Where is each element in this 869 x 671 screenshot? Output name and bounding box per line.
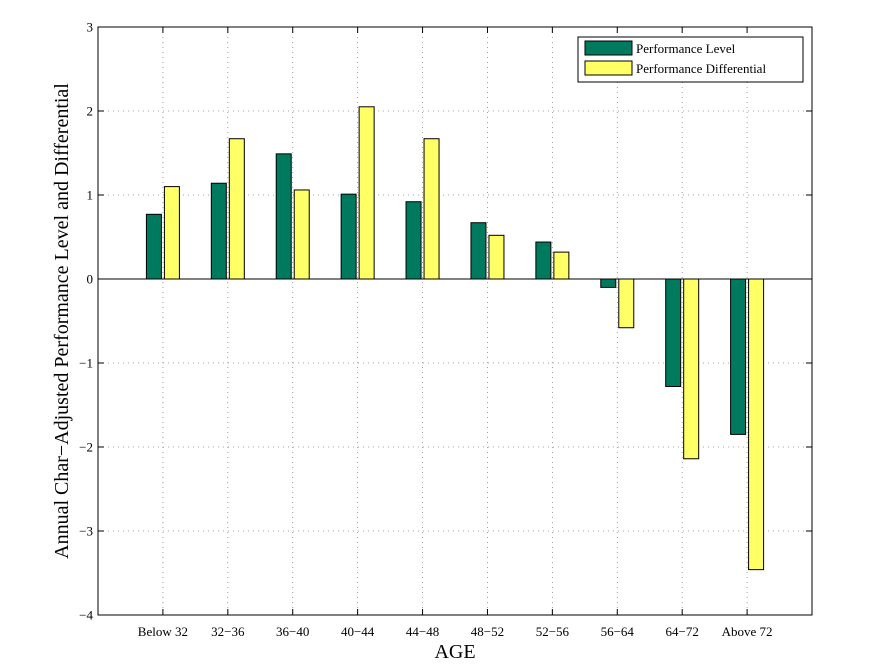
bar-performance-level [535,241,552,280]
y-tick-label: 0 [87,272,94,287]
x-tick-label: 44−48 [406,624,439,639]
y-tick-label: −1 [79,356,93,371]
bar-performance-differential [228,138,245,280]
x-tick-label: 48−52 [471,624,504,639]
x-tick-labels: Below 32 32−36 36−40 40−44 44−48 48−52 52−56 56… [138,624,773,639]
bar-performance-level [665,278,682,388]
bar-performance-differential [683,278,700,460]
bar-performance-level [275,153,292,280]
bar-performance-level [145,213,162,280]
bar-performance-differential [488,234,505,280]
x-axis-label: AGE [434,641,475,663]
bar-performance-differential [358,106,375,280]
y-tick-label: 1 [87,188,94,203]
x-tick-label: 40−44 [341,624,375,639]
x-tick-label: 52−56 [536,624,570,639]
y-tick-label: −2 [79,440,93,455]
bar-performance-differential [553,251,570,280]
x-tick-label: Above 72 [722,624,773,639]
y-tick-label: 3 [87,20,94,35]
legend: Performance Level Performance Differenti… [577,36,804,83]
legend-swatch-performance-level [584,40,633,56]
bar-performance-level [340,193,357,280]
bar-performance-level [210,182,227,280]
y-tick-labels: −4 −3 −2 −1 0 1 2 3 [79,20,93,623]
x-tick-label: Below 32 [138,624,188,639]
legend-swatch-performance-differential [584,60,633,76]
legend-label-performance-level: Performance Level [636,41,736,56]
x-tick-label: 32−36 [211,624,245,639]
bar-performance-differential [748,278,765,571]
y-tick-label: 2 [87,104,94,119]
bar-performance-differential [423,138,440,280]
bar-performance-differential [293,189,310,280]
y-axis-label: Annual Char−Adjusted Performance Level a… [51,83,73,559]
x-tick-label: 56−64 [601,624,635,639]
axis-ticks [98,26,812,616]
y-tick-label: −3 [79,524,93,539]
x-tick-label: 64−72 [666,624,699,639]
bars [145,106,765,571]
bar-performance-level [470,222,487,280]
x-tick-label: 36−40 [276,624,309,639]
legend-label-performance-differential: Performance Differential [636,61,766,76]
y-tick-label: −4 [79,608,93,623]
bar-performance-level [405,201,422,280]
bar-performance-level [730,278,747,435]
bar-performance-differential [618,278,635,329]
bar-performance-level [600,278,617,288]
bar-performance-differential [163,186,180,280]
plot-frame [97,26,813,616]
